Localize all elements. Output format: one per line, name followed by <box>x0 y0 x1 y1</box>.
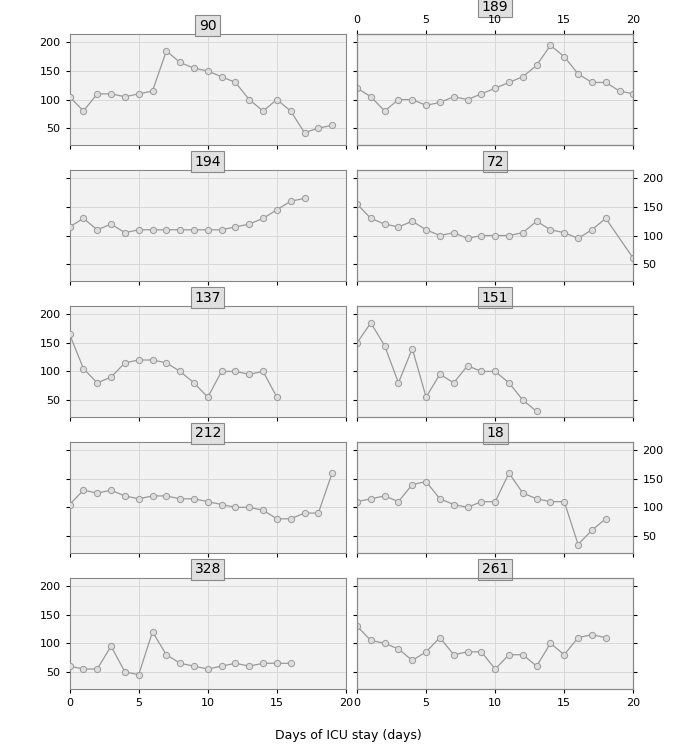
Title: 137: 137 <box>195 291 221 304</box>
Title: 194: 194 <box>194 154 221 169</box>
Title: 189: 189 <box>482 0 509 14</box>
Title: 151: 151 <box>482 291 509 304</box>
Title: 90: 90 <box>199 19 216 32</box>
Title: 72: 72 <box>487 154 504 169</box>
Title: 212: 212 <box>195 426 221 441</box>
Title: 261: 261 <box>482 562 509 576</box>
Title: 18: 18 <box>487 426 504 441</box>
Title: 328: 328 <box>195 562 221 576</box>
Text: Days of ICU stay (days): Days of ICU stay (days) <box>275 729 421 742</box>
